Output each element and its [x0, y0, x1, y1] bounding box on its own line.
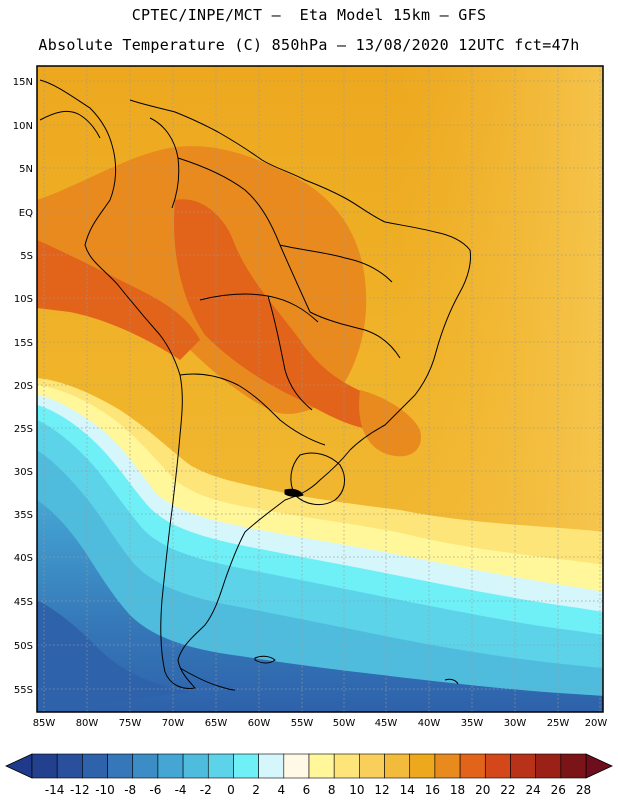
colorbar-label: 8: [328, 783, 336, 797]
colorbar-cell: [283, 753, 310, 779]
lat-tick: 15S: [14, 338, 33, 349]
colorbar-cell: [384, 753, 411, 779]
shading-minus8-southwest: [37, 600, 190, 712]
lon-tick: 45W: [375, 718, 398, 729]
title-line-2: Absolute Temperature (C) 850hPa — 13/08/…: [38, 36, 580, 54]
colorbar-label: 6: [303, 783, 311, 797]
lat-tick: EQ: [19, 208, 33, 219]
shading-20-22-southeast: [359, 390, 421, 457]
colorbar-high-arrow: [585, 753, 613, 779]
colorbar-label: 4: [277, 783, 285, 797]
uruguay-outline: [290, 452, 346, 506]
latitude-ticks: 15N 10N 5N EQ 5S 10S 15S 20S 25S 30S 35S…: [13, 77, 33, 696]
colorbar-cell: [560, 753, 587, 779]
lat-tick: 30S: [14, 467, 33, 478]
colorbar-label: 16: [425, 783, 440, 797]
colorbar-label: 0: [227, 783, 235, 797]
tierra-del-fuego-coast: [179, 667, 236, 691]
colorbar-cell: [207, 753, 234, 779]
lat-tick: 45S: [14, 597, 33, 608]
colorbar-label: -12: [70, 783, 90, 797]
lon-tick: 25W: [547, 718, 570, 729]
colorbar-cell: [459, 753, 486, 779]
colorbar-label: -10: [95, 783, 115, 797]
temperature-field: [37, 66, 603, 712]
lat-tick: 50S: [14, 641, 33, 652]
colorbar-cell: [107, 753, 134, 779]
colorbar-cell: [434, 753, 461, 779]
lon-tick: 75W: [119, 718, 142, 729]
lat-tick: 10S: [14, 294, 33, 305]
lat-tick: 5N: [19, 164, 33, 175]
colorbar-label: -4: [175, 783, 187, 797]
colorbar-cell: [56, 753, 83, 779]
colorbar-cell: [31, 753, 58, 779]
colorbar-cell: [409, 753, 436, 779]
central-america-coast: [39, 110, 101, 139]
lon-tick: 40W: [418, 718, 441, 729]
colorbar-cell: [333, 753, 360, 779]
lat-tick: 55S: [14, 685, 33, 696]
lat-tick: 5S: [20, 251, 33, 262]
colorbar-label: 28: [576, 783, 591, 797]
colorbar-label: 10: [349, 783, 364, 797]
colorbar-cell: [308, 753, 335, 779]
colorbar-label: 2: [252, 783, 260, 797]
lon-tick: 70W: [162, 718, 185, 729]
lat-tick: 25S: [14, 424, 33, 435]
lon-tick: 60W: [248, 718, 271, 729]
colorbar-label: -2: [200, 783, 212, 797]
lat-tick: 35S: [14, 510, 33, 521]
colorbar-low-arrow: [5, 753, 33, 779]
rio-de-la-plata: [284, 488, 304, 497]
colorbar-label: 22: [500, 783, 515, 797]
colorbar-cell: [258, 753, 285, 779]
colorbar-label: 18: [450, 783, 465, 797]
colorbar-cell: [157, 753, 184, 779]
south-america-outline: [39, 79, 471, 689]
colorbar-label: 14: [400, 783, 415, 797]
colorbar-cell: [82, 753, 108, 779]
lon-tick: 50W: [333, 718, 356, 729]
colorbar-label: 20: [475, 783, 490, 797]
south-georgia: [444, 678, 459, 685]
lat-tick: 10N: [13, 121, 33, 132]
colorbar-label: -6: [149, 783, 161, 797]
lon-tick: 65W: [205, 718, 228, 729]
title-line-1: CPTEC/INPE/MCT — Eta Model 15km — GFS: [131, 6, 487, 24]
colorbar-cell: [132, 753, 159, 779]
lon-tick: 35W: [461, 718, 484, 729]
lon-tick: 80W: [76, 718, 99, 729]
shading-22-24-west: [37, 240, 200, 360]
colorbar-label: 12: [374, 783, 389, 797]
lat-tick: 15N: [13, 77, 33, 88]
colorbar-cell: [510, 753, 536, 779]
colorbar-cell: [359, 753, 385, 779]
lon-tick: 55W: [291, 718, 314, 729]
eastern-atlantic-shading: [400, 66, 603, 536]
coastlines: [39, 79, 471, 691]
lon-tick: 20W: [585, 718, 608, 729]
colorbar-cell: [484, 753, 511, 779]
country-borders: [149, 117, 401, 446]
shading-22-24-central: [174, 199, 391, 430]
lat-tick: 40S: [14, 553, 33, 564]
colorbar-cell: [233, 753, 259, 779]
lon-tick: 85W: [33, 718, 56, 729]
map-frame: [36, 65, 604, 713]
colorbar-label: -14: [45, 783, 65, 797]
colorbar-cell: [182, 753, 209, 779]
colorbar-label: 26: [551, 783, 566, 797]
colorbar-label: -8: [124, 783, 136, 797]
falkland-islands: [254, 655, 276, 664]
colorbar-cell: [535, 753, 562, 779]
longitude-ticks: 85W 80W 75W 70W 65W 60W 55W 50W 45W 40W …: [33, 718, 608, 729]
colorbar-label: 24: [525, 783, 540, 797]
lon-tick: 30W: [504, 718, 527, 729]
colorbar: -14 -12 -10 -8 -6 -4 -2 0 2 4 6 8 10 12 14 16 18 20 22 24 26…: [5, 753, 613, 797]
lat-tick: 20S: [14, 381, 33, 392]
